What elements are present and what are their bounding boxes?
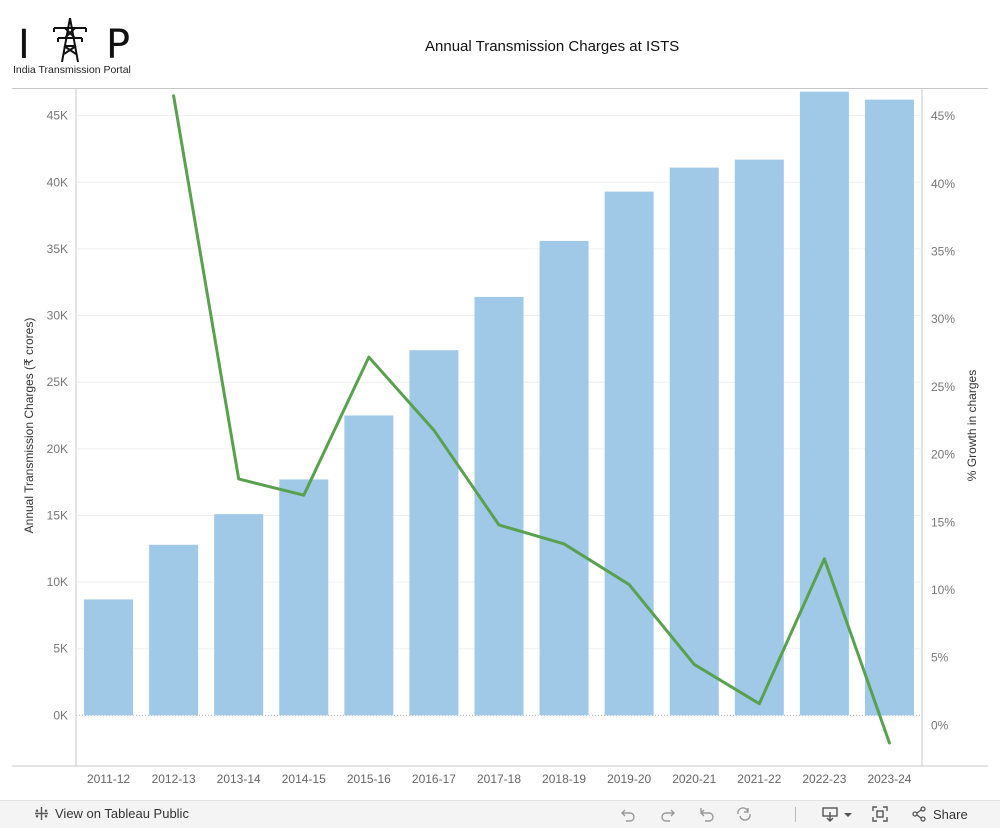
share-button[interactable]: Share <box>911 806 968 822</box>
y-right-tick-label: 35% <box>931 244 955 258</box>
x-tick-label: 2021-22 <box>737 772 781 786</box>
y-tick-label: 5K <box>53 642 68 656</box>
y-right-tick-label: 15% <box>931 515 955 529</box>
x-tick-label: 2013-14 <box>217 772 261 786</box>
x-tick-label: 2016-17 <box>412 772 456 786</box>
y-tick-label: 0K <box>53 708 68 722</box>
x-tick-label: 2017-18 <box>477 772 521 786</box>
y-tick-label: 35K <box>47 242 68 256</box>
x-tick-label: 2020-21 <box>672 772 716 786</box>
y-tick-label: 15K <box>47 508 68 522</box>
undo-icon[interactable] <box>619 805 637 823</box>
bar <box>865 100 914 716</box>
bar <box>214 514 263 715</box>
toolbar-separator <box>795 807 796 822</box>
bar <box>409 350 458 715</box>
x-tick-label: 2015-16 <box>347 772 391 786</box>
y-tick-label: 40K <box>47 175 68 189</box>
x-tick-label: 2011-12 <box>87 772 130 786</box>
redo-icon[interactable] <box>659 805 677 823</box>
y-tick-label: 30K <box>47 309 68 323</box>
share-label: Share <box>933 807 968 822</box>
view-on-tableau-button[interactable]: View on Tableau Public <box>34 806 189 821</box>
x-tick-label: 2014-15 <box>282 772 326 786</box>
bar <box>344 416 393 716</box>
x-tick-label: 2023-24 <box>867 772 911 786</box>
y-axis-title: Annual Transmission Charges (₹ crores) <box>22 318 36 534</box>
bar <box>149 545 198 716</box>
y-tick-label: 25K <box>47 375 68 389</box>
bar <box>605 192 654 716</box>
tableau-toolbar: View on Tableau Public Share <box>0 800 1000 828</box>
y-tick-label: 10K <box>47 575 68 589</box>
bar <box>279 479 328 715</box>
chart: 0K 5K 10K 15K 20K 25K 30K 35K 40K 45K 0% 5% 10% 15% 20… <box>0 0 1000 800</box>
bar <box>475 297 524 715</box>
y-right-tick-label: 5% <box>931 651 949 665</box>
tableau-logo-icon <box>34 806 49 821</box>
fullscreen-icon[interactable] <box>871 805 889 823</box>
bar <box>670 168 719 716</box>
bar <box>84 599 133 715</box>
revert-icon[interactable] <box>698 805 716 823</box>
y-right-tick-label: 30% <box>931 312 955 326</box>
y-right-tick-label: 40% <box>931 177 955 191</box>
refresh-icon[interactable] <box>735 805 753 823</box>
y-right-tick-label: 20% <box>931 448 955 462</box>
x-tick-label: 2022-23 <box>802 772 846 786</box>
bar <box>540 241 589 715</box>
download-icon[interactable] <box>821 805 853 823</box>
x-tick-label: 2019-20 <box>607 772 651 786</box>
y-right-tick-label: 45% <box>931 109 955 123</box>
y-right-tick-label: 25% <box>931 380 955 394</box>
bar <box>735 160 784 716</box>
x-tick-label: 2018-19 <box>542 772 586 786</box>
y-right-axis-title: % Growth in charges <box>965 370 979 481</box>
bar <box>800 92 849 716</box>
x-tick-label: 2012-13 <box>152 772 196 786</box>
share-icon <box>911 806 927 822</box>
y-tick-label: 45K <box>47 109 68 123</box>
y-right-tick-label: 10% <box>931 583 955 597</box>
y-tick-label: 20K <box>47 442 68 456</box>
view-on-tableau-label: View on Tableau Public <box>55 806 189 821</box>
y-right-tick-label: 0% <box>931 718 949 732</box>
